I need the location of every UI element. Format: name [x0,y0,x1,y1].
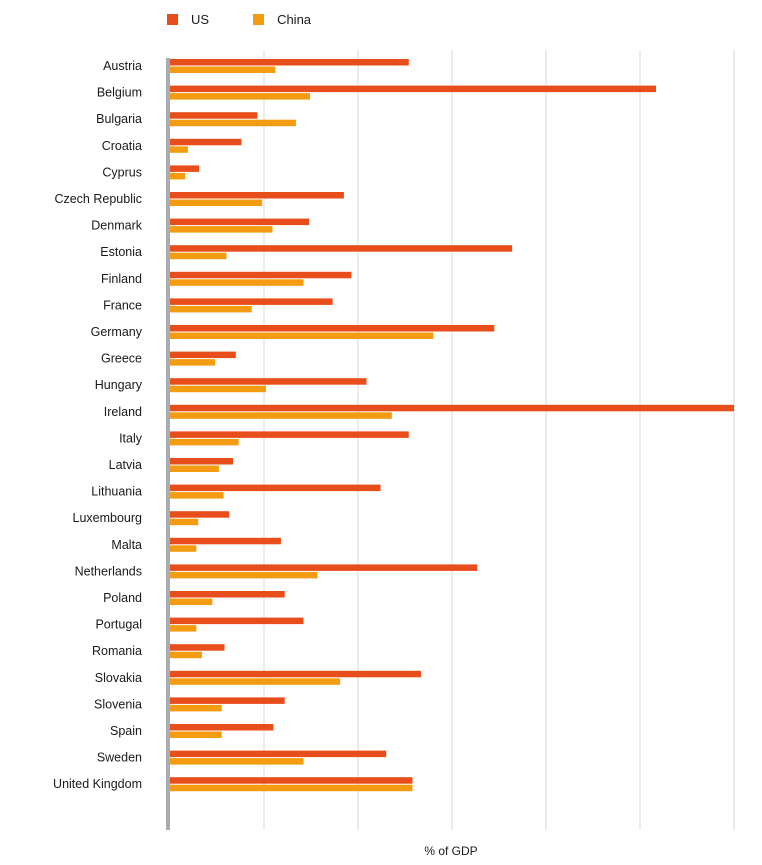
category-label: Spain [110,724,142,738]
bar-china-austria [170,66,276,73]
category-label: Finland [101,272,142,286]
bar-us-france [170,298,333,305]
bar-us-poland [170,591,285,598]
legend-item-us: US [167,12,209,27]
bar-us-belgium [170,85,656,93]
category-label: Netherlands [75,564,142,578]
bar-china-germany [170,332,434,339]
bar-china-luxembourg [170,518,199,526]
legend-label-us: US [191,12,210,27]
bar-china-netherlands [170,571,318,579]
category-label: Poland [103,591,142,605]
bar-china-bulgaria [170,119,296,127]
category-label: Germany [91,325,143,339]
legend-swatch-china [253,14,265,25]
bar-china-slovenia [170,704,222,712]
legend-swatch-us [167,14,178,25]
bar-us-portugal [170,617,304,625]
bar-us-slovenia [170,697,285,704]
bar-us-ireland [170,404,734,412]
category-label: Austria [103,59,142,73]
bar-us-spain [170,724,274,731]
bar-china-cyprus [170,172,186,180]
category-label: Cyprus [102,165,142,179]
y-axis-line [166,58,170,830]
bar-us-germany [170,325,495,332]
x-axis-title: % of GDP [424,844,478,858]
bar-china-ireland [170,412,392,419]
bar-china-malta [170,545,197,552]
bar-china-lithuania [170,492,224,499]
bar-us-united-kingdom [170,777,413,784]
bar-china-greece [170,359,216,366]
bar-us-greece [170,351,236,359]
bar-china-croatia [170,146,188,153]
bar-us-slovakia [170,670,421,678]
category-label: Luxembourg [73,511,143,525]
bar-china-denmark [170,226,273,233]
bar-china-italy [170,438,239,446]
legend: US China [167,12,355,27]
legend-item-china: China [253,12,311,27]
bar-us-netherlands [170,564,478,571]
category-label: Sweden [97,751,142,765]
category-label: Estonia [100,245,142,259]
bar-us-romania [170,644,225,651]
category-label: United Kingdom [53,777,142,791]
bar-us-bulgaria [170,112,258,119]
category-label: France [103,298,142,312]
bar-us-malta [170,537,281,545]
bar-china-portugal [170,625,197,632]
category-label: Bulgaria [96,112,142,126]
bar-china-estonia [170,252,227,260]
category-label: Malta [111,538,142,552]
bar-china-poland [170,598,213,605]
bar-china-france [170,305,252,313]
category-label: Latvia [109,458,142,472]
category-label: Denmark [91,219,142,233]
bar-china-belgium [170,93,311,100]
category-label: Ireland [104,405,142,419]
bar-china-slovakia [170,678,341,685]
bar-us-hungary [170,378,367,385]
category-label: Czech Republic [54,192,142,206]
bar-us-czech-republic [170,192,344,199]
bar-china-united-kingdom [170,784,413,792]
bar-us-denmark [170,218,310,226]
bar-us-croatia [170,138,242,146]
category-label: Romania [92,644,142,658]
category-label: Italy [119,431,143,445]
category-label: Slovakia [95,671,142,685]
bar-china-hungary [170,385,266,393]
category-label: Croatia [102,139,142,153]
category-label: Hungary [95,378,143,392]
bar-us-finland [170,271,352,279]
bar-china-finland [170,279,304,286]
bar-china-czech-republic [170,199,263,206]
bar-china-spain [170,731,222,738]
category-label: Slovenia [94,697,142,711]
bar-us-luxembourg [170,511,230,518]
category-label: Lithuania [91,485,142,499]
bar-china-romania [170,651,202,659]
bar-us-latvia [170,458,233,465]
bar-us-sweden [170,750,387,758]
bar-us-estonia [170,245,513,252]
bar-us-lithuania [170,484,381,492]
bar-us-austria [170,59,409,66]
bar-china-latvia [170,465,219,472]
bar-us-cyprus [170,165,200,172]
bar-us-italy [170,431,409,438]
legend-label-china: China [277,12,312,27]
category-label: Portugal [95,618,142,632]
category-label: Belgium [97,86,142,100]
bar-china-sweden [170,758,304,765]
category-label: Greece [101,352,142,366]
